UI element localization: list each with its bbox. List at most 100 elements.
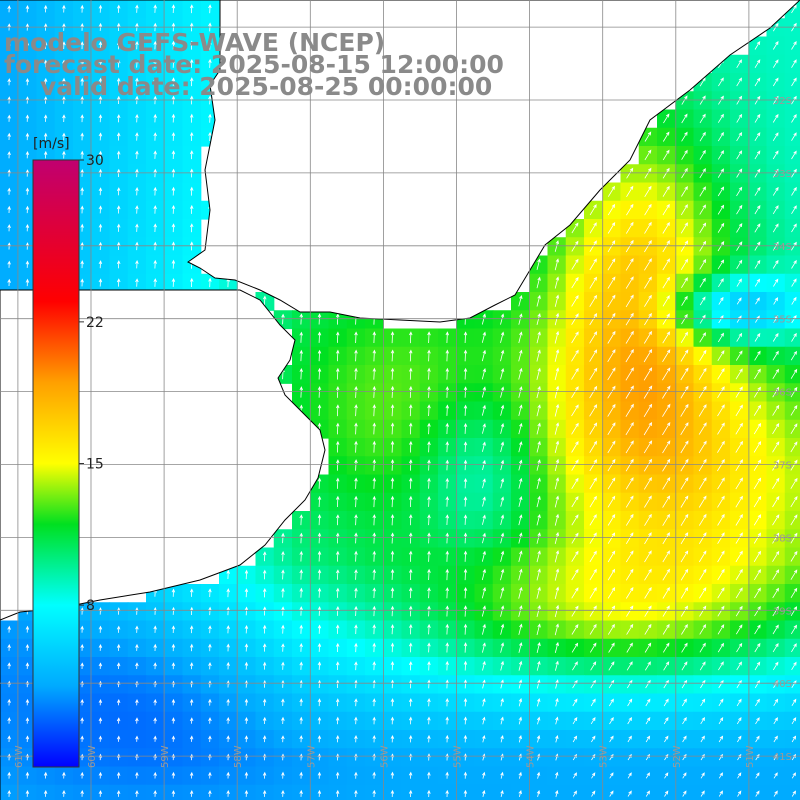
- wind-arrow: [644, 312, 652, 326]
- wind-arrow: [755, 790, 760, 797]
- wind-arrow: [625, 550, 634, 563]
- wind-cell: [748, 511, 768, 530]
- wind-arrow: [354, 734, 358, 743]
- wind-arrow: [735, 422, 743, 435]
- wind-arrow: [43, 150, 48, 159]
- wind-arrow: [735, 605, 743, 617]
- wind-arrow: [408, 587, 413, 599]
- wind-arrow: [773, 698, 779, 707]
- wind-arrow: [736, 259, 743, 270]
- wind-cell: [748, 36, 768, 56]
- wind-arrow: [408, 532, 413, 544]
- wind-arrow: [607, 587, 616, 599]
- wind-arrow: [390, 532, 395, 544]
- wind-arrow: [336, 385, 340, 398]
- wind-arrow: [699, 149, 706, 160]
- wind-arrow: [772, 241, 779, 251]
- wind-arrow: [718, 661, 724, 671]
- wind-arrow: [208, 698, 212, 706]
- wind-arrow: [626, 167, 634, 179]
- wind-arrow: [700, 698, 706, 707]
- wind-arrow: [627, 717, 632, 725]
- wind-arrow: [643, 422, 653, 436]
- wind-arrow: [681, 624, 688, 635]
- wind-cell: [748, 565, 768, 585]
- wind-cell: [766, 565, 786, 585]
- wind-arrow: [735, 368, 743, 380]
- wind-cell: [730, 237, 749, 257]
- wind-arrow: [80, 278, 84, 287]
- wind-cell: [657, 200, 676, 220]
- wind-arrow: [281, 643, 285, 652]
- wind-cell: [711, 383, 731, 403]
- wind-arrow: [536, 477, 541, 489]
- wind-arrow: [463, 771, 468, 779]
- wind-arrow: [607, 203, 616, 216]
- wind-arrow: [717, 186, 725, 197]
- wind-arrow: [717, 513, 725, 526]
- wind-arrow: [244, 735, 249, 743]
- colorbar-tick-label: 8: [86, 598, 95, 614]
- wind-arrow: [791, 735, 797, 743]
- wind-arrow: [645, 735, 651, 743]
- wind-arrow: [336, 404, 340, 417]
- wind-arrow: [608, 679, 615, 689]
- wind-arrow: [208, 717, 212, 724]
- wind-arrow: [589, 404, 598, 417]
- wind-arrow: [554, 641, 559, 653]
- wind-arrow: [317, 698, 322, 707]
- wind-arrow: [536, 698, 541, 707]
- wind-arrow: [116, 260, 121, 269]
- wind-cell: [730, 547, 749, 567]
- wind-arrow: [135, 205, 139, 214]
- wind-arrow: [189, 150, 194, 160]
- wind-arrow: [372, 495, 376, 508]
- wind-cell: [565, 310, 585, 330]
- wind-arrow: [262, 789, 267, 797]
- wind-arrow: [463, 697, 468, 707]
- wind-arrow: [262, 643, 267, 652]
- wind-arrow: [680, 349, 689, 362]
- longitude-label: 61W: [14, 745, 25, 768]
- wind-arrow: [589, 276, 597, 289]
- wind-cell: [675, 547, 695, 567]
- wind-arrow: [171, 698, 176, 706]
- wind-arrow: [62, 4, 66, 13]
- wind-cell: [602, 748, 622, 768]
- wind-arrow: [536, 258, 541, 270]
- wind-arrow: [536, 514, 541, 526]
- wind-arrow: [25, 205, 30, 214]
- wind-arrow: [518, 459, 523, 471]
- wind-arrow: [609, 790, 614, 797]
- wind-arrow: [791, 41, 797, 50]
- wind-arrow: [299, 698, 303, 707]
- wind-arrow: [372, 568, 376, 580]
- wind-arrow: [571, 514, 579, 526]
- wind-arrow: [244, 771, 249, 779]
- wind-arrow: [98, 662, 103, 670]
- wind-cell: [638, 438, 658, 457]
- wind-cell: [638, 693, 658, 713]
- wind-arrow: [80, 260, 84, 269]
- wind-arrow: [500, 790, 504, 797]
- wind-cell: [657, 474, 676, 494]
- wind-arrow: [408, 605, 413, 617]
- wind-arrow: [735, 495, 743, 508]
- wind-arrow: [518, 679, 523, 689]
- wind-arrow: [409, 459, 413, 471]
- wind-arrow: [408, 789, 413, 798]
- wind-arrow: [572, 661, 578, 671]
- wind-arrow: [753, 477, 762, 490]
- wind-arrow: [607, 458, 616, 472]
- wind-arrow: [445, 550, 449, 562]
- wind-arrow: [753, 550, 761, 563]
- wind-arrow: [772, 223, 779, 233]
- wind-arrow: [589, 294, 597, 307]
- wind-cell: [584, 584, 603, 603]
- wind-arrow: [662, 403, 671, 417]
- wind-arrow: [354, 514, 358, 526]
- wind-cell: [675, 730, 695, 749]
- wind-arrow: [698, 550, 707, 563]
- wind-cell: [693, 383, 713, 403]
- wind-arrow: [208, 735, 212, 743]
